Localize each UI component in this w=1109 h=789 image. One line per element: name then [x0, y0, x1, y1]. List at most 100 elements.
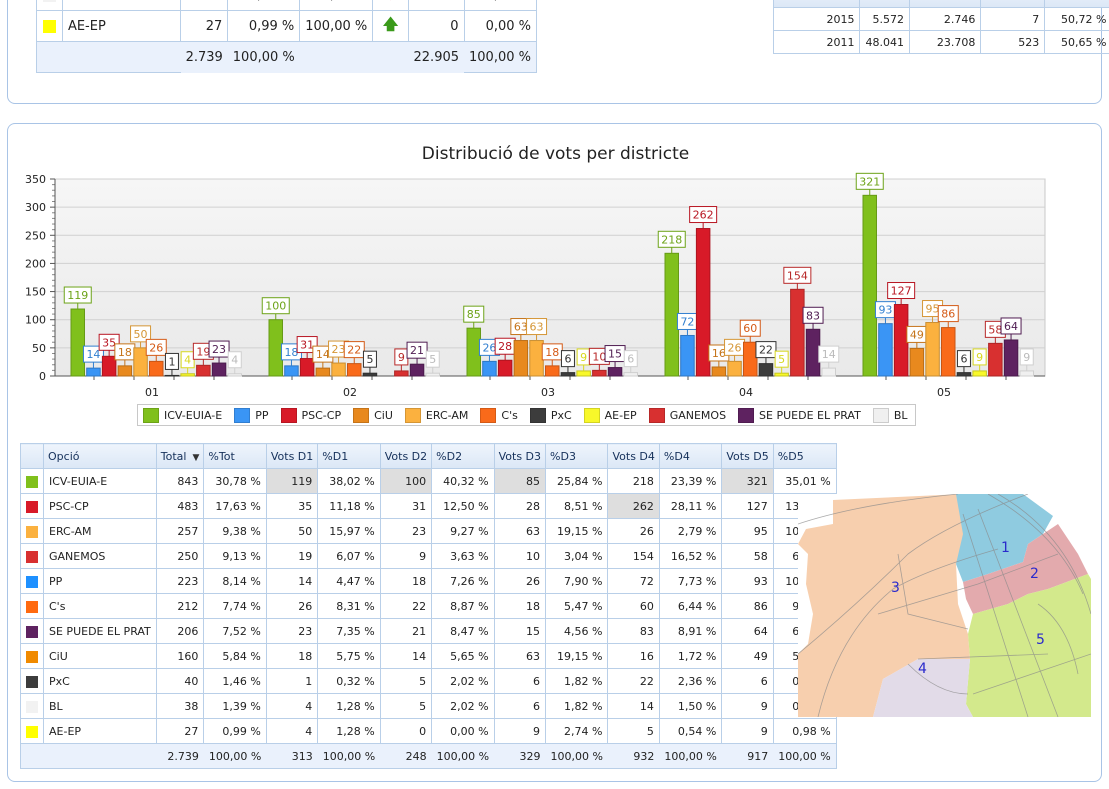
bar-psc-cp-02[interactable]	[299, 358, 315, 377]
bar-se-puede-el-prat-04[interactable]	[805, 328, 821, 377]
bar-icv-euia-e-05[interactable]	[862, 194, 877, 377]
bar-pp-04[interactable]	[680, 334, 695, 377]
bar-c-s-02[interactable]	[347, 363, 362, 377]
bar-psc-cp-04[interactable]	[695, 228, 711, 377]
legend-item-ae-ep[interactable]: AE-EP	[583, 407, 637, 423]
table-row[interactable]: CiU 160 5,84 % 18 5,75 % 14 5,65 % 63 19,15 % 16 1…	[20, 643, 837, 669]
bar-c-s-05[interactable]	[941, 327, 956, 377]
bar-ae-ep-01[interactable]	[180, 373, 195, 377]
bar-ciu-03[interactable]	[513, 340, 529, 377]
bar-erc-am-05[interactable]	[925, 322, 940, 377]
legend-item-icv-euia-e[interactable]: ICV-EUIA-E	[143, 407, 222, 423]
bar-erc-am-03[interactable]	[529, 340, 544, 377]
bar-erc-am-04[interactable]	[727, 360, 742, 377]
elections-header[interactable]: Vots Nuls	[980, 0, 1046, 8]
legend-item-se-puede-el-prat[interactable]: SE PUEDE EL PRAT	[738, 407, 861, 423]
table-row[interactable]: ERC-AM 257 9,38 % 50 15,97 % 23 9,27 % 63 19,15 …	[20, 518, 837, 544]
bar-pxc-01[interactable]	[164, 374, 180, 377]
table-cell: 257	[155, 518, 205, 544]
bar-ae-ep-05[interactable]	[972, 370, 987, 377]
bar-pxc-03[interactable]	[560, 372, 576, 377]
bar-erc-am-02[interactable]	[331, 362, 346, 377]
bar-c-s-04[interactable]	[743, 341, 758, 377]
column-header[interactable]: Vots D1	[265, 443, 319, 469]
table-row[interactable]: AE-EP 27 0,99 % 4 1,28 % 0 0,00 % 9 2,74 % 5 0,54 …	[20, 718, 837, 744]
elections-header[interactable]: Cita Electoral	[772, 0, 861, 8]
bar-psc-cp-05[interactable]	[893, 304, 909, 377]
column-header[interactable]: %D2	[431, 443, 495, 469]
bar-pp-03[interactable]	[482, 360, 497, 377]
bar-psc-cp-03[interactable]	[497, 359, 513, 377]
legend-item-ciu[interactable]: CiU	[353, 407, 393, 423]
bar-pxc-02[interactable]	[362, 372, 378, 377]
column-header[interactable]: Total ▼	[155, 443, 205, 469]
bar-ganemos-05[interactable]	[988, 342, 1003, 377]
elections-header[interactable]: Abstenció	[1044, 0, 1109, 8]
table-cell: 11,18 %	[317, 493, 381, 519]
table-row[interactable]: BL 38 1,39 % 4 1,28 % 5 2,02 % 6 1,82 % 14 1,50 % 9…	[20, 693, 837, 719]
bar-psc-cp-01[interactable]	[101, 355, 117, 377]
data-label: 5	[366, 353, 373, 366]
bar-ganemos-04[interactable]	[790, 288, 805, 377]
legend-item-pp[interactable]: PP	[234, 407, 269, 423]
legend-item-c-s[interactable]: C's	[480, 407, 518, 423]
sort-desc-icon[interactable]: ▼	[192, 452, 200, 463]
bar-ciu-01[interactable]	[117, 365, 133, 377]
bar-erc-am-01[interactable]	[133, 347, 148, 377]
legend-item-pxc[interactable]: PxC	[529, 407, 572, 423]
bar-ganemos-03[interactable]	[592, 369, 607, 377]
column-header[interactable]: %D3	[545, 443, 609, 469]
bar-ae-ep-04[interactable]	[774, 372, 789, 377]
legend-item-bl[interactable]: BL	[872, 407, 908, 423]
column-header[interactable]: %D4	[658, 443, 723, 469]
bar-se-puede-el-prat-03[interactable]	[607, 367, 623, 377]
column-header[interactable]: %D5	[772, 443, 837, 469]
table-row[interactable]: PSC-CP 483 17,63 % 35 11,18 % 31 12,50 % 28 8,51…	[20, 493, 837, 519]
bar-c-s-01[interactable]	[149, 360, 164, 377]
bar-bl-05[interactable]	[1019, 370, 1034, 377]
bar-ae-ep-03[interactable]	[576, 370, 591, 377]
column-header[interactable]: Opció	[43, 443, 157, 469]
bar-icv-euia-e-04[interactable]	[664, 252, 679, 377]
legend-item-ganemos[interactable]: GANEMOS	[648, 407, 726, 423]
table-row[interactable]: SE PUEDE EL PRAT 206 7,52 % 23 7,35 % 21 8,47 …	[20, 618, 837, 644]
bar-se-puede-el-prat-05[interactable]	[1003, 339, 1019, 377]
bar-bl-01[interactable]	[227, 373, 242, 377]
bar-se-puede-el-prat-02[interactable]	[409, 363, 425, 377]
column-header[interactable]: %Tot	[203, 443, 267, 469]
bar-bl-03[interactable]	[623, 372, 638, 377]
column-header[interactable]: Vots D2	[379, 443, 433, 469]
legend-item-psc-cp[interactable]: PSC-CP	[280, 407, 341, 423]
bar-ciu-04[interactable]	[711, 366, 727, 377]
bar-pxc-04[interactable]	[758, 363, 774, 377]
table-row[interactable]: ICV-EUIA-E 843 30,78 % 119 38,02 % 100 40,32 %…	[20, 468, 837, 494]
column-header[interactable]: Vots D4	[607, 443, 660, 469]
bar-icv-euia-e-03[interactable]	[466, 327, 481, 377]
bar-pp-05[interactable]	[878, 323, 893, 377]
table-row[interactable]: GANEMOS 250 9,13 % 19 6,07 % 9 3,63 % 10 3,04 % 1…	[20, 543, 837, 569]
elections-header[interactable]: Cens	[859, 0, 910, 8]
bar-icv-euia-e-02[interactable]	[268, 319, 283, 377]
column-header[interactable]	[20, 443, 44, 469]
bar-ciu-05[interactable]	[909, 347, 925, 377]
district-map[interactable]: 1 2 3 4 5	[798, 494, 1091, 717]
bar-ganemos-01[interactable]	[196, 364, 211, 377]
table-row[interactable]: PxC 40 1,46 % 1 0,32 % 5 2,02 % 6 1,82 % 22 2,36 %…	[20, 668, 837, 694]
bar-ciu-02[interactable]	[315, 367, 331, 377]
column-header[interactable]: %D1	[317, 443, 381, 469]
bar-pxc-05[interactable]	[956, 372, 972, 377]
bar-bl-04[interactable]	[821, 367, 836, 377]
column-header[interactable]: Vots D3	[493, 443, 547, 469]
bar-icv-euia-e-01[interactable]	[70, 308, 85, 377]
bar-ganemos-02[interactable]	[394, 370, 409, 377]
bar-c-s-03[interactable]	[545, 365, 560, 377]
legend-item-erc-am[interactable]: ERC-AM	[404, 407, 468, 423]
bar-bl-02[interactable]	[425, 372, 440, 377]
table-row[interactable]: PP 223 8,14 % 14 4,47 % 18 7,26 % 26 7,90 % 72 7,7…	[20, 568, 837, 594]
bar-se-puede-el-prat-01[interactable]	[211, 362, 227, 377]
bar-pp-02[interactable]	[284, 365, 299, 377]
column-header[interactable]: Vots D5	[721, 443, 774, 469]
elections-header[interactable]: Vots Totals	[908, 0, 982, 8]
table-row[interactable]: C's 212 7,74 % 26 8,31 % 22 8,87 % 18 5,47 % 60 6,…	[20, 593, 837, 619]
bar-pp-01[interactable]	[86, 367, 101, 377]
